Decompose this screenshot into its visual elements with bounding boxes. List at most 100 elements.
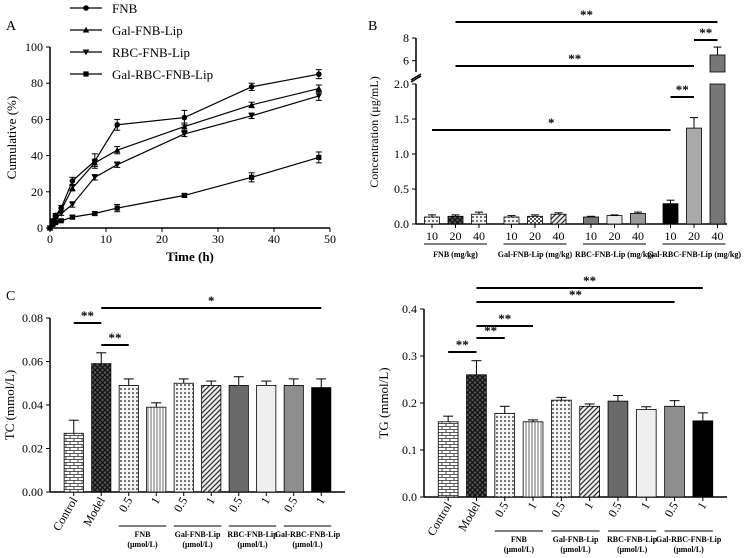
legend-label: FNB [112, 1, 138, 16]
bar [606, 215, 623, 225]
y-tick-label: 0 [37, 221, 43, 235]
bar [607, 400, 629, 498]
x-tick-label: 10 [506, 229, 518, 243]
x-tick-label: 20 [156, 232, 168, 246]
x-tick-label: 40 [712, 229, 724, 243]
legend-marker [82, 26, 90, 33]
y-tick-label: 0.0 [402, 490, 417, 504]
bar [709, 83, 726, 225]
x-tick-label: 0.5 [662, 500, 682, 520]
bar [709, 54, 726, 73]
bar [466, 374, 487, 498]
y-tick-label: 0.1 [402, 443, 417, 457]
data-point [114, 146, 121, 153]
group-label: RBC-FNB-Lip [607, 535, 658, 544]
x-tick-label: 0.5 [226, 495, 246, 515]
bar [692, 420, 714, 498]
panel-label-b: B [368, 19, 377, 34]
x-tick-label: 0.5 [171, 495, 191, 515]
group-label: Gal-RBC-FNB-Lip [275, 530, 341, 539]
bar [686, 127, 702, 225]
x-tick-label: 40 [632, 229, 644, 243]
data-point [58, 218, 64, 224]
y-axis-title: TG (mmol/L) [376, 367, 391, 438]
legend-marker [83, 71, 89, 77]
significance-bracket-label: * [208, 293, 215, 308]
data-point [47, 225, 53, 231]
legend-label: RBC-FNB-Lip [112, 45, 190, 60]
x-tick-label: 1 [203, 495, 218, 507]
x-tick-label: 1 [148, 495, 163, 507]
series-3 [47, 151, 322, 231]
data-point [114, 162, 121, 168]
group-label: Gal-FNB-Lip [175, 530, 221, 539]
x-tick-label: 10 [426, 229, 438, 243]
tg-bar-chart: 0.0 0.1 0.2 0.3 0.4 TG (mmol/L) Control Model 0.… [376, 273, 727, 554]
data-point [248, 101, 255, 108]
bar [118, 385, 139, 493]
legend-marker [82, 49, 90, 56]
y-tick-label: 20 [31, 185, 43, 199]
data-point [69, 201, 76, 208]
data-point [114, 122, 120, 128]
group-label: (μmol/L) [674, 545, 705, 554]
axis-break [410, 73, 422, 81]
group-label: (μmol/L) [504, 545, 535, 554]
y-tick-label: 0.2 [402, 396, 417, 410]
y-tick-label: 2.0 [394, 77, 409, 91]
group-label: Gal-RBC-FNB-Lip (mg/kg) [647, 250, 741, 259]
bar [630, 213, 646, 225]
x-tick-label: 10 [100, 232, 112, 246]
data-point [315, 85, 322, 92]
x-tick-label: 0 [47, 232, 53, 246]
x-tick-label: 1 [581, 500, 596, 512]
group-label: FNB [135, 530, 152, 539]
x-tick-label: Control [50, 494, 81, 533]
data-point [316, 71, 322, 77]
release-curve-chart: 0 10 20 30 40 50 0 20 40 60 80 100 Time (h) Cumulativ… [4, 1, 336, 264]
x-tick-label: 1 [525, 500, 540, 512]
data-point [58, 210, 65, 217]
panel-label-a: A [6, 19, 17, 34]
y-tick-label: 6 [403, 54, 409, 68]
y-tick-label: 0.02 [22, 442, 43, 456]
bar [662, 203, 679, 225]
bar [228, 385, 249, 493]
bar [503, 216, 520, 225]
group-label: RBC-FNB-Lip [227, 530, 278, 539]
significance-bracket-label: ** [583, 273, 596, 288]
legend-label: Gal-RBC-FNB-Lip [112, 67, 213, 82]
data-point [181, 114, 188, 121]
bar [91, 363, 112, 493]
tc-bar-chart: 0.00 0.02 0.04 0.06 0.08 TC (mmol/L) Control Mo… [2, 293, 345, 549]
significance-bracket-label: ** [699, 25, 712, 40]
x-tick-label: Model [80, 494, 108, 529]
group-label: FNB (mg/kg) [433, 250, 478, 259]
x-tick-label: 0.5 [116, 495, 136, 515]
data-point [248, 84, 255, 90]
bar [494, 412, 516, 498]
group-label: FNB [511, 535, 528, 544]
y-tick-label: 0.08 [22, 311, 43, 325]
x-tick-label: 40 [553, 229, 565, 243]
series-line [49, 73, 319, 229]
legend-marker [83, 5, 89, 11]
series-0 [47, 69, 322, 231]
group-label: RBC-FNB-Lip (mg/kg) [575, 250, 654, 259]
bar [579, 405, 600, 498]
x-tick-label: 20 [609, 229, 621, 243]
bar [551, 399, 572, 498]
group-label: (μmol/L) [560, 545, 591, 554]
group-label: (μmol/L) [237, 540, 268, 549]
y-tick-label: 100 [25, 40, 43, 54]
x-axis-title: Time (h) [166, 249, 214, 264]
axis-break [410, 75, 422, 83]
significance-bracket-label: ** [569, 287, 582, 302]
data-point [249, 174, 255, 180]
concentration-bar-chart: 0.0 0.5 1.0 1.5 2.0 6 8 Concentration (μg/mL) 10… [367, 7, 741, 259]
x-tick-label: 0.5 [492, 500, 512, 520]
y-tick-label: 0.5 [394, 182, 409, 196]
bar [527, 215, 543, 225]
data-point [52, 216, 59, 223]
